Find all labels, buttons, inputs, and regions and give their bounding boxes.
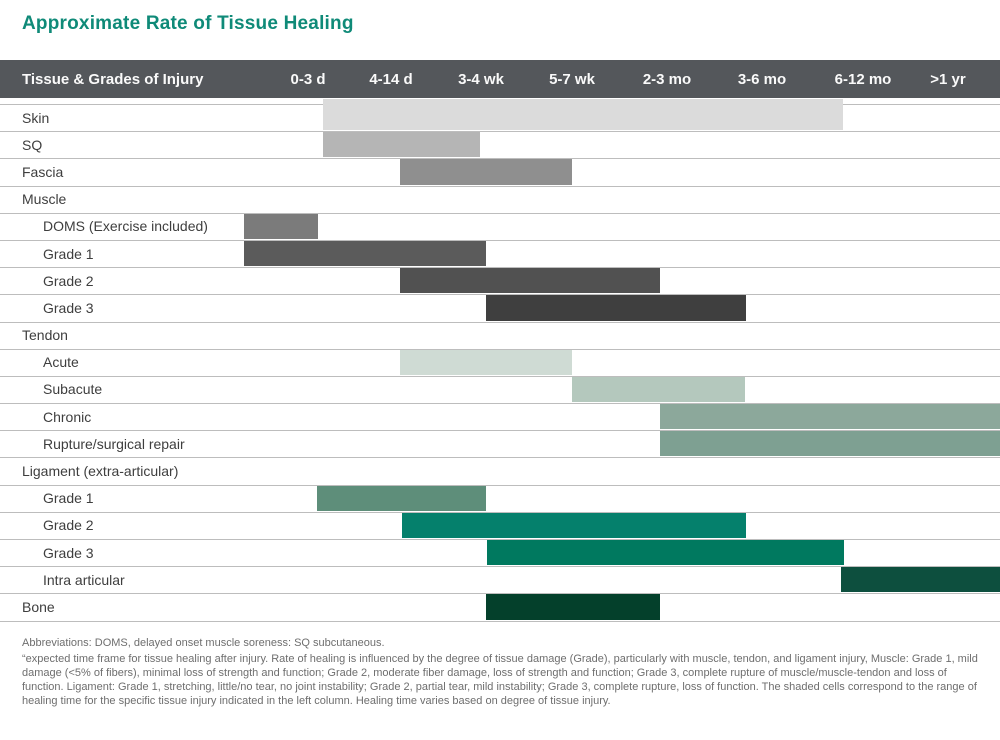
healing-range-bar (486, 594, 660, 620)
row-label: Grade 1 (43, 245, 94, 262)
row-label: Grade 2 (43, 517, 94, 534)
abbreviations-note: Abbreviations: DOMS, delayed onset muscl… (22, 637, 385, 649)
healing-range-bar (323, 132, 480, 158)
healing-range-bar (244, 213, 318, 239)
row-label: Grade 3 (43, 544, 94, 561)
row-label: Acute (43, 354, 79, 371)
row-label: Grade 1 (43, 490, 94, 507)
column-header-tissue-and-grades: Tissue & Grades of Injury (22, 70, 204, 88)
page-title: Approximate Rate of Tissue Healing (22, 13, 354, 34)
healing-range-bar (841, 567, 1000, 593)
table-row-muscle: Muscle (0, 187, 1000, 214)
table-row-ligament-extra-articular: Ligament (extra-articular) (0, 458, 1000, 486)
column-header-2-3-mo: 2-3 mo (642, 70, 692, 88)
column-header-5-7-wk: 5-7 wk (549, 70, 595, 88)
row-label: Skin (22, 109, 50, 126)
table-row-grade-2: Grade 2 (0, 512, 1000, 540)
healing-range-bar (572, 376, 745, 403)
column-header-0-3-d: 0-3 d (290, 70, 326, 88)
healing-range-bar (402, 512, 746, 538)
column-header-1-yr: >1 yr (930, 70, 966, 88)
row-label: Ligament (extra-articular) (22, 463, 179, 480)
footnotes: Abbreviations: DOMS, delayed onset muscl… (22, 637, 984, 711)
row-label: Bone (22, 598, 55, 615)
table-header-row: Tissue & Grades of Injury 0-3 d 4-14 d 3-4… (0, 60, 1000, 98)
chart-body: Skin SQ Fascia Muscle DOMS (Exercise include… (0, 99, 1000, 622)
row-label: Subacute (43, 381, 103, 398)
healing-range-bar (317, 485, 486, 511)
healing-time-note: “expected time frame for tissue healing … (22, 652, 978, 707)
row-label: Fascia (22, 163, 64, 180)
table-row-grade-1: Grade 1 (0, 240, 1000, 269)
table-row-skin: Skin (0, 99, 1000, 133)
table-row-tendon: Tendon (0, 323, 1000, 350)
row-label: Rupture/surgical repair (43, 435, 185, 452)
healing-range-bar (487, 540, 844, 566)
column-header-6-12-mo: 6-12 mo (834, 70, 892, 88)
row-label: Chronic (43, 408, 92, 425)
row-label: SQ (22, 136, 43, 153)
table-row-acute: Acute (0, 349, 1000, 377)
healing-range-bar (323, 99, 843, 131)
row-label: Intra articular (43, 571, 125, 588)
table-row-rupture-surgical-repair: Rupture/surgical repair (0, 431, 1000, 459)
column-header-3-4-wk: 3-4 wk (458, 70, 504, 88)
column-header-4-14-d: 4-14 d (369, 70, 413, 88)
row-label: Tendon (22, 327, 68, 344)
table-row-doms-exercise-included: DOMS (Exercise included) (0, 213, 1000, 241)
table-row-grade-2: Grade 2 (0, 268, 1000, 296)
table-row-fascia: Fascia (0, 159, 1000, 187)
table-row-chronic: Chronic (0, 404, 1000, 432)
table-row-grade-3: Grade 3 (0, 540, 1000, 568)
row-label: Grade 3 (43, 299, 94, 316)
row-label: Grade 2 (43, 272, 94, 289)
table-row-sq: SQ (0, 132, 1000, 160)
row-label: Muscle (22, 191, 67, 208)
row-label: DOMS (Exercise included) (43, 218, 208, 235)
column-header-3-6-mo: 3-6 mo (737, 70, 787, 88)
healing-range-bar (244, 240, 486, 267)
table-row-grade-3: Grade 3 (0, 295, 1000, 323)
table-row-subacute: Subacute (0, 376, 1000, 405)
healing-range-bar (400, 159, 572, 185)
healing-range-bar (400, 349, 572, 375)
table-row-bone: Bone (0, 594, 1000, 622)
healing-range-bar (486, 295, 746, 321)
table-row-grade-1: Grade 1 (0, 485, 1000, 513)
table-row-intra-articular: Intra articular (0, 567, 1000, 595)
healing-range-bar (400, 268, 660, 294)
healing-range-bar (660, 404, 1000, 430)
healing-range-bar (660, 431, 1000, 457)
